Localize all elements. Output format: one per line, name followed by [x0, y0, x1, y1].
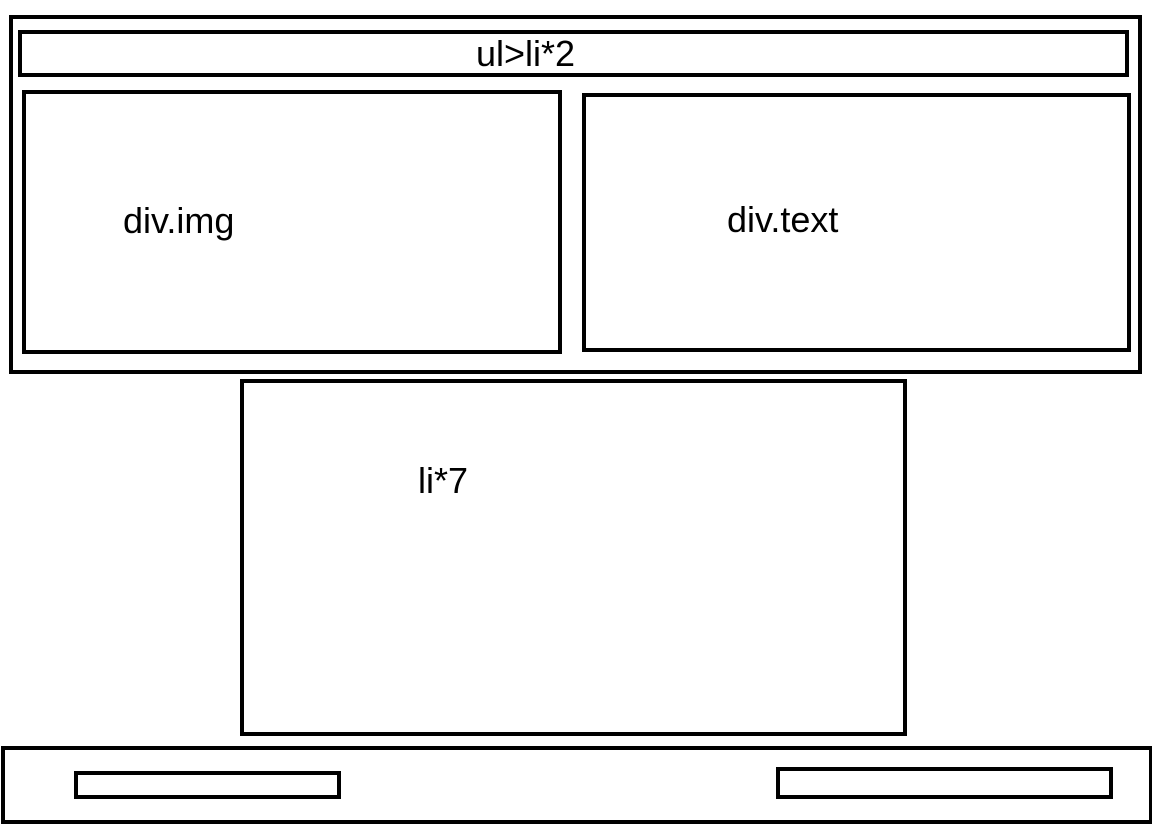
text-panel-label: div.text: [727, 199, 839, 240]
header-nav-box: [18, 30, 1129, 77]
footer-right-bar: [776, 767, 1113, 799]
top-container-box: [9, 15, 1142, 374]
image-panel-box: [22, 90, 562, 354]
list-section-label: li*7: [418, 460, 469, 501]
image-panel-label: div.img: [123, 200, 235, 241]
text-panel-box: [582, 93, 1131, 352]
footer-box: [1, 746, 1152, 824]
list-section-box: [240, 379, 907, 736]
header-nav-label: ul>li*2: [476, 33, 576, 74]
footer-left-bar: [74, 771, 341, 799]
